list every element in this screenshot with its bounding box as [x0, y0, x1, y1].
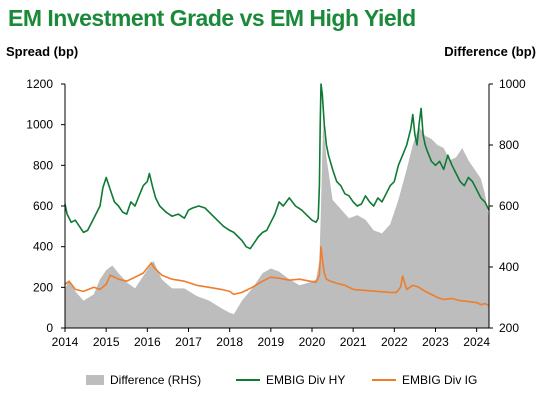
y-right-tick-label: 1000	[499, 77, 526, 91]
x-tick-label: 2020	[299, 335, 326, 349]
chart-legend: Difference (RHS) EMBIG Div HY EMBIG Div …	[0, 370, 542, 390]
legend-item-difference: Difference (RHS)	[86, 370, 201, 390]
legend-swatch-hy	[236, 379, 260, 381]
x-tick-label: 2014	[52, 335, 79, 349]
y-axis-right-label: Difference (bp)	[444, 44, 536, 59]
legend-label-ig: EMBIG Div IG	[402, 373, 478, 387]
y-left-tick-label: 1000	[26, 118, 53, 132]
y-left-tick-label: 800	[33, 158, 53, 172]
y-left-tick-label: 600	[33, 199, 53, 213]
x-tick-label: 2015	[93, 335, 120, 349]
y-left-tick-label: 0	[46, 321, 53, 335]
y-right-tick-label: 400	[499, 260, 519, 274]
legend-swatch-difference	[86, 375, 104, 385]
x-tick-label: 2023	[422, 335, 449, 349]
chart-title: EM Investment Grade vs EM High Yield	[8, 5, 416, 31]
legend-label-difference: Difference (RHS)	[110, 373, 202, 387]
chart-plot: 2014 2015 2016 2017 2018 2019 2020 2021 2022 2023…	[26, 77, 526, 349]
x-tick-label: 2022	[381, 335, 408, 349]
y-axis-left-label: Spread (bp)	[6, 44, 79, 59]
x-tick-label: 2018	[216, 335, 243, 349]
x-tick-label: 2021	[340, 335, 367, 349]
series-line-ig	[64, 245, 490, 307]
x-tick-label: 2017	[175, 335, 202, 349]
legend-swatch-ig	[372, 379, 396, 381]
y-left-tick-label: 400	[33, 240, 53, 254]
y-left-tick-label: 200	[33, 280, 53, 294]
y-right-tick-label: 800	[499, 138, 519, 152]
legend-item-ig: EMBIG Div IG	[372, 370, 477, 390]
series-area-difference	[65, 123, 489, 328]
x-tick-label: 2016	[134, 335, 161, 349]
series-line-hy	[64, 83, 490, 250]
x-tick-label: 2019	[257, 335, 284, 349]
y-left-tick-label: 1200	[26, 77, 53, 91]
y-right-tick-label: 600	[499, 199, 519, 213]
legend-label-hy: EMBIG Div HY	[266, 373, 346, 387]
y-right-tick-label: 200	[499, 321, 519, 335]
x-tick-label: 2024	[463, 335, 490, 349]
legend-item-hy: EMBIG Div HY	[236, 370, 345, 390]
